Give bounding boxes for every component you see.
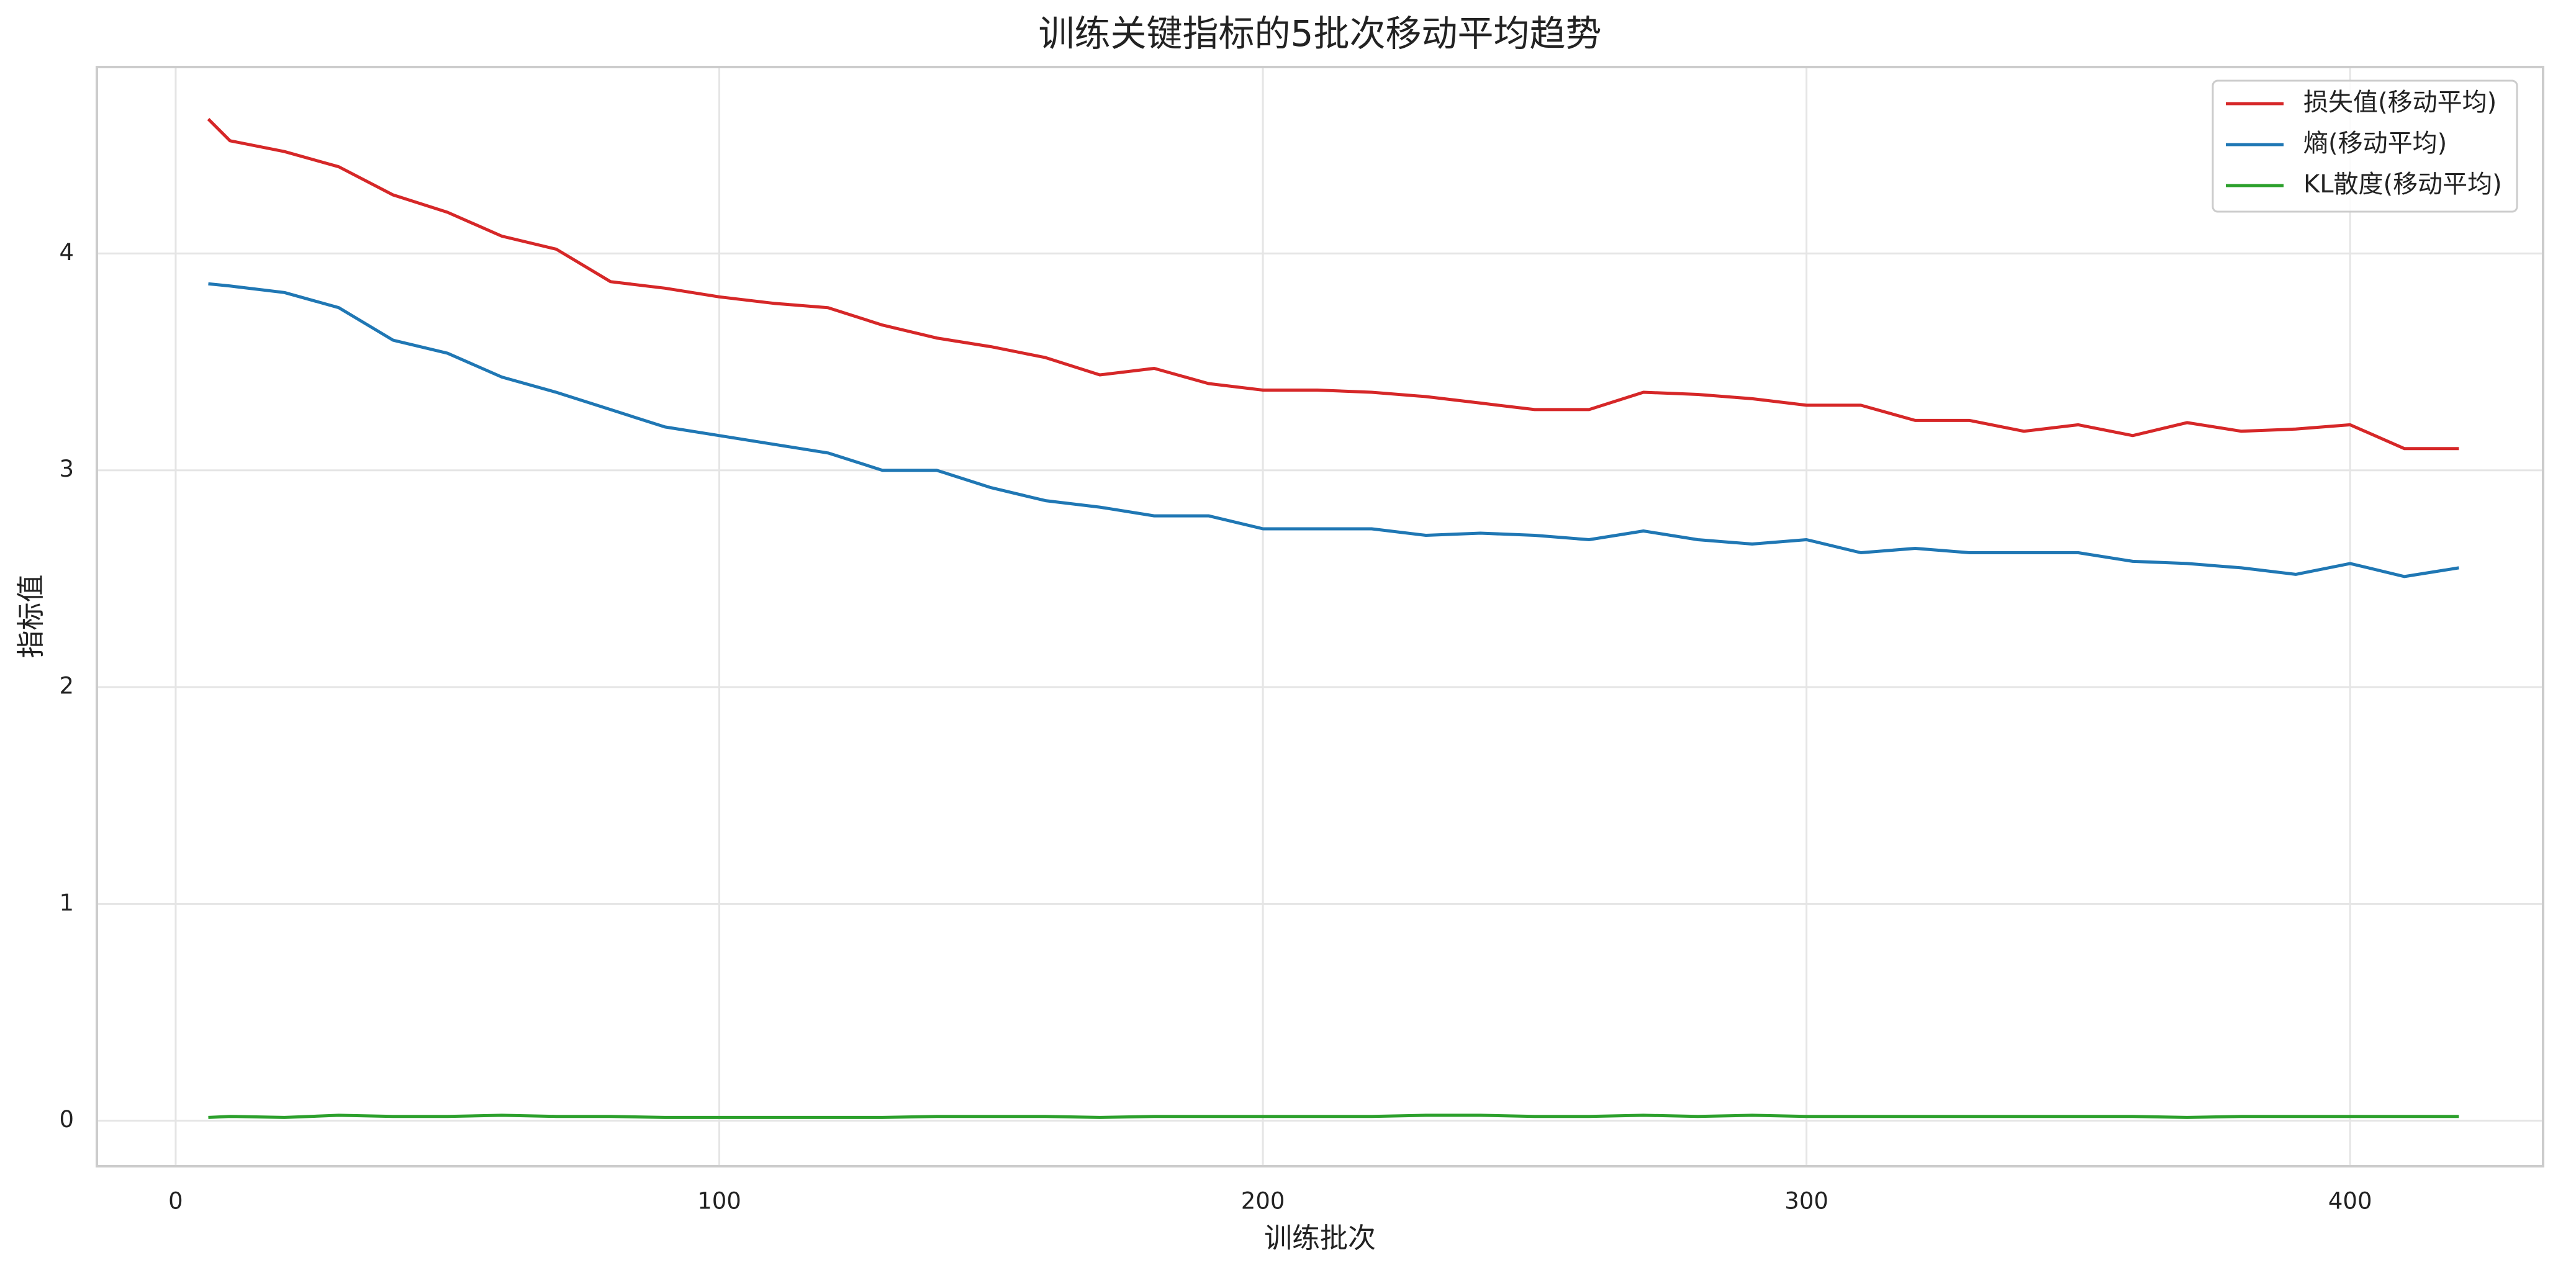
y-tick-label: 2 <box>59 673 74 699</box>
x-tick-label: 200 <box>1241 1188 1285 1215</box>
y-tick-label: 3 <box>59 456 74 482</box>
y-tick-label: 4 <box>59 239 74 266</box>
legend-box <box>2212 79 2518 213</box>
y-tick-label: 1 <box>59 889 74 916</box>
legend-label: KL散度(移动平均) <box>2303 170 2502 199</box>
x-tick-label: 100 <box>697 1188 741 1215</box>
chart-title: 训练关键指标的5批次移动平均趋势 <box>1039 12 1602 55</box>
series-line <box>207 118 2459 451</box>
legend-label: 熵(移动平均) <box>2303 129 2447 158</box>
y-axis-label: 指标值 <box>14 574 47 658</box>
series-line <box>208 282 2459 578</box>
x-axis-label: 训练批次 <box>1264 1221 1376 1254</box>
plot-frame <box>96 66 2544 1167</box>
y-tick-label: 0 <box>59 1106 74 1133</box>
x-tick-label: 0 <box>168 1188 183 1215</box>
legend-label: 损失值(移动平均) <box>2303 88 2497 117</box>
x-tick-label: 300 <box>1784 1188 1828 1215</box>
x-tick-label: 400 <box>2328 1188 2372 1215</box>
series-line <box>208 1113 2459 1119</box>
